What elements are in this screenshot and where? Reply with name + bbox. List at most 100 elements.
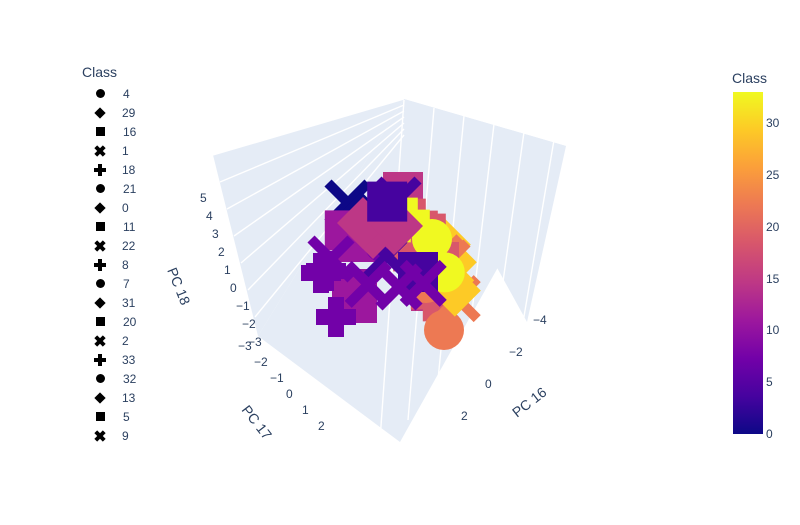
legend-title: Class [82, 64, 118, 80]
legend-item[interactable]: 0 [82, 198, 136, 217]
legend-item-label: 13 [122, 390, 136, 405]
legend-item[interactable]: 21 [82, 179, 136, 198]
x-tick-label: 2 [461, 409, 468, 423]
y-axis-title: PC 17 [239, 402, 276, 443]
colorbar-tick-label: 25 [766, 167, 780, 182]
diamond-icon [94, 201, 106, 214]
grid-line [379, 99, 405, 441]
y-tick-label: 2 [318, 419, 325, 433]
x-icon [94, 145, 106, 157]
colorbar-tick-label: 15 [766, 271, 780, 286]
legend-items: 4 29 16 1 18 21 0 11 22 8 7 31 20 2 33 32 13 5 9 [82, 84, 136, 445]
grid-line [247, 128, 405, 291]
z-axis-title: PC 18 [164, 265, 193, 307]
legend-item-label: 21 [123, 181, 137, 196]
legend-item[interactable]: 32 [82, 369, 136, 388]
data-point[interactable] [344, 260, 392, 308]
legend-item[interactable]: 13 [82, 388, 136, 407]
legend-item-label: 33 [122, 352, 136, 367]
x-tick-label: 0 [485, 377, 492, 391]
legend-item-label: 16 [123, 124, 137, 139]
legend-item[interactable]: 1 [82, 141, 136, 160]
legend-item-label: 1 [122, 143, 129, 158]
legend-item-label: 31 [122, 295, 136, 310]
legend-item-label: 11 [123, 219, 136, 234]
legend-item[interactable]: 20 [82, 312, 136, 331]
data-markers [301, 172, 481, 350]
legend-item-label: 8 [122, 257, 129, 272]
legend-item[interactable]: 2 [82, 331, 136, 350]
legend-item-label: 0 [122, 200, 129, 215]
x-icon [94, 430, 106, 442]
legend-item-label: 4 [123, 86, 130, 101]
y-tick-label: 1 [302, 403, 309, 417]
diamond-icon [94, 106, 106, 119]
grid-line [226, 110, 405, 210]
cross-icon [94, 258, 106, 271]
square-icon [96, 127, 105, 136]
data-point[interactable] [399, 259, 447, 307]
legend-item[interactable]: 18 [82, 160, 136, 179]
y-tick-label: 0 [286, 387, 293, 401]
legend-item-label: 7 [123, 276, 130, 291]
diamond-icon [94, 391, 106, 404]
x-icon [94, 335, 106, 347]
data-point[interactable] [412, 219, 452, 259]
data-point[interactable] [307, 235, 355, 283]
legend-item[interactable]: 7 [82, 274, 136, 293]
z-tick-label: 0 [230, 281, 237, 295]
colorbar-tick-label: 10 [766, 323, 780, 338]
legend-item[interactable]: 31 [82, 293, 136, 312]
y-tick-label: −3 [238, 339, 252, 353]
legend-item[interactable]: 29 [82, 103, 136, 122]
legend-item-label: 9 [122, 428, 129, 443]
x-tick-label: −2 [509, 345, 523, 359]
diamond-icon [94, 296, 106, 309]
legend-item-label: 18 [122, 162, 136, 177]
z-tick-label: 4 [206, 209, 213, 223]
legend-item-label: 2 [122, 333, 129, 348]
circle-icon [96, 89, 105, 98]
z-tick-label: 5 [200, 191, 207, 205]
data-point[interactable] [424, 310, 464, 350]
cross-icon [94, 353, 106, 366]
grid-line [233, 116, 405, 237]
legend: Class 4 29 16 1 18 21 0 11 22 8 7 31 20 2 33 32 13 5 9 [82, 64, 136, 445]
legend-item[interactable]: 22 [82, 236, 136, 255]
z-tick-label: 2 [218, 245, 225, 259]
legend-item[interactable]: 5 [82, 407, 136, 426]
colorbar-tick-label: 5 [766, 375, 773, 390]
legend-item[interactable]: 16 [82, 122, 136, 141]
legend-item[interactable]: 8 [82, 255, 136, 274]
legend-item[interactable]: 33 [82, 350, 136, 369]
z-tick-label: 3 [212, 227, 219, 241]
legend-item-label: 32 [123, 371, 137, 386]
data-point[interactable] [316, 297, 356, 337]
z-tick-label: 1 [224, 263, 231, 277]
legend-item-label: 29 [122, 105, 136, 120]
legend-item[interactable]: 11 [82, 217, 136, 236]
circle-icon [96, 279, 105, 288]
colorbar-title: Class [732, 70, 768, 86]
colorbar-tick-label: 20 [766, 219, 780, 234]
data-point[interactable] [367, 181, 408, 222]
square-icon [96, 412, 105, 421]
grid-line [519, 139, 555, 341]
circle-icon [96, 374, 105, 383]
colorbar-tick-label: 0 [766, 427, 773, 441]
colorbar [733, 92, 763, 434]
grid-line [212, 98, 405, 156]
back-right-wall [404, 99, 566, 322]
square-icon [96, 317, 105, 326]
x-icon [94, 240, 106, 252]
z-tick-label: −3 [248, 335, 262, 349]
colorbar-tick-label: 30 [766, 116, 780, 131]
circle-icon [96, 184, 105, 193]
legend-item[interactable]: 4 [82, 84, 136, 103]
grid-line [240, 122, 405, 264]
legend-item[interactable]: 9 [82, 426, 136, 445]
y-tick-label: −1 [270, 371, 284, 385]
legend-item-label: 5 [123, 409, 130, 424]
grid-line [491, 131, 525, 361]
